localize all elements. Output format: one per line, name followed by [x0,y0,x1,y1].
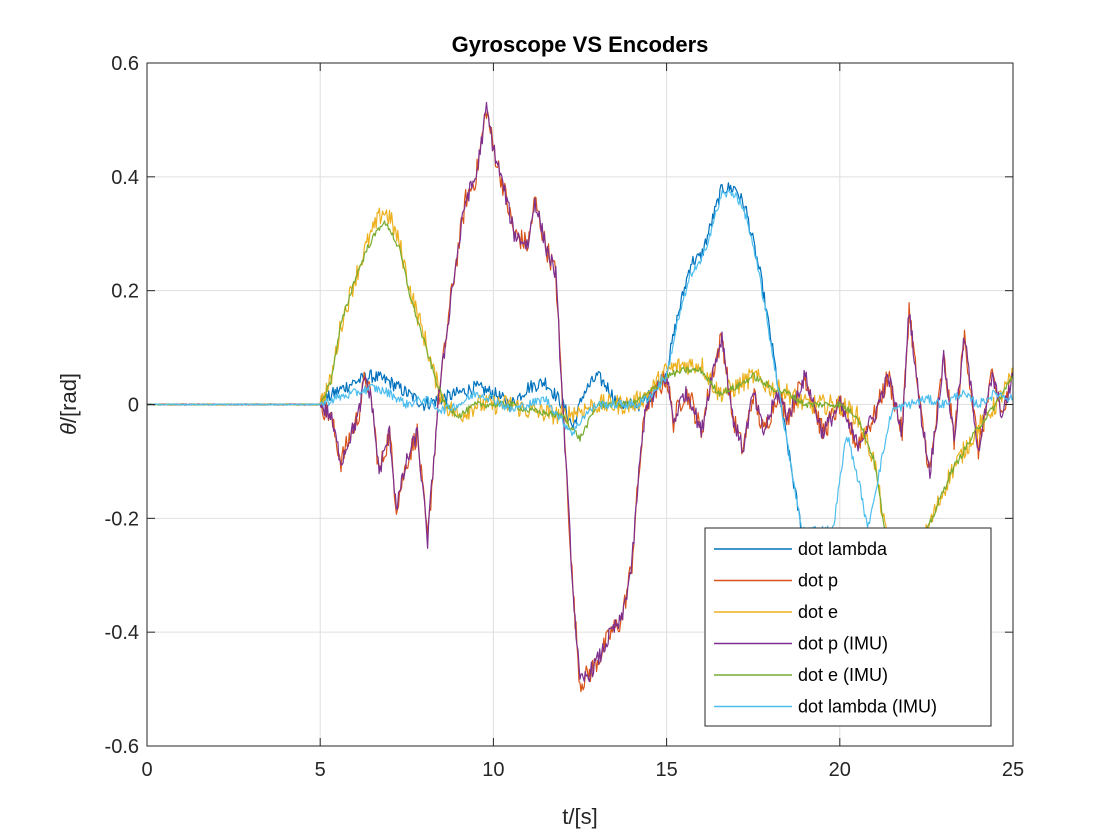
x-tick-label: 25 [1002,759,1024,781]
series-group [146,101,1014,693]
x-tick-label: 5 [315,759,326,781]
x-axis-label: t/[s] [562,804,597,829]
y-tick-label: 0.2 [111,281,139,303]
legend-label: dot e [798,602,838,622]
y-axis-label-unit: /[rad] [56,373,81,423]
y-axis-label: θ/[rad] [56,373,81,435]
chart-title: Gyroscope VS Encoders [452,32,709,57]
legend-label: dot p [798,571,838,591]
y-tick-label: 0.4 [111,167,139,189]
y-tick-label: 0 [128,395,139,417]
y-tick-label: -0.4 [105,622,139,644]
x-tick-label: 15 [655,759,677,781]
y-axis-label-symbol: θ [56,423,81,435]
x-tick-label: 20 [829,759,851,781]
y-tick-label: -0.2 [105,508,139,530]
legend-label: dot p (IMU) [798,634,888,654]
y-tick-label: -0.6 [105,736,139,758]
legend-label: dot lambda (IMU) [798,697,937,717]
legend-box [704,527,992,727]
x-tick-label: 10 [482,759,504,781]
legend-label: dot lambda [798,539,888,559]
x-tick-label: 0 [141,759,152,781]
series-line-5 [146,190,1014,535]
legend-label: dot e (IMU) [798,665,888,685]
y-tick-label: 0.6 [111,53,139,75]
ticks: 0 5 10 15 20 25 -0.6 -0.4 -0.2 0 0.2 0.4 0.6 [105,53,1025,781]
legend: dot lambda dot p dot e dot p (IMU) dot e (IM… [704,527,992,727]
